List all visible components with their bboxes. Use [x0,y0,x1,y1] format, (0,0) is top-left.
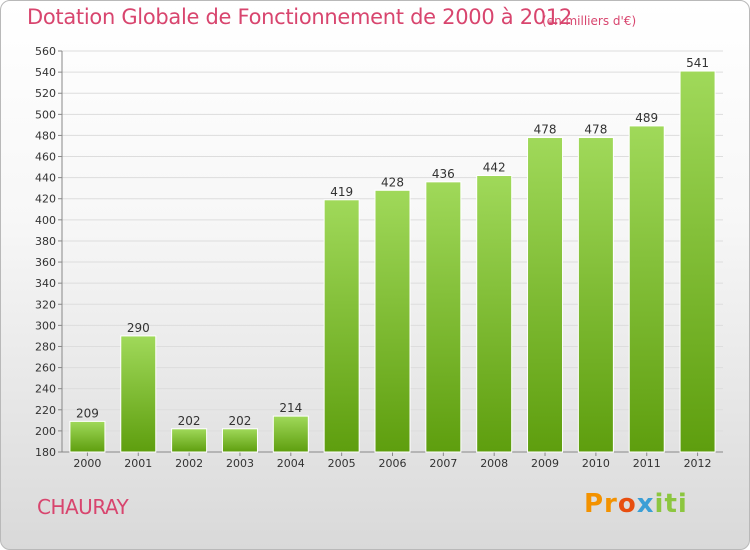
bar-2001 [120,335,157,453]
x-tick-label-2007: 2007 [429,457,457,470]
data-label-2011: 489 [635,111,658,125]
y-tick-label: 220 [35,404,56,417]
data-label-2004: 214 [279,401,302,415]
y-tick-label: 460 [35,151,56,164]
x-tick-label-2008: 2008 [480,457,508,470]
y-tick-label: 340 [35,277,56,290]
y-tick-label: 380 [35,235,56,248]
y-tick-label: 320 [35,298,56,311]
bar-2000 [69,420,106,453]
data-label-2012: 541 [686,56,709,70]
chart-unit: (en milliers d'€) [542,14,637,28]
y-tick-label: 420 [35,193,56,206]
y-tick-label: 300 [35,319,56,332]
y-tick-label: 180 [35,446,56,459]
y-tick-label: 240 [35,383,56,396]
y-tick-label: 260 [35,362,56,375]
y-tick-label: 480 [35,129,56,142]
x-tick-label-2009: 2009 [531,457,559,470]
data-label-2010: 478 [584,123,607,137]
x-tick-label-2003: 2003 [226,457,254,470]
bar-2003 [221,428,258,453]
data-label-2005: 419 [330,185,353,199]
data-label-2009: 478 [534,123,557,137]
y-tick-label: 280 [35,340,56,353]
bar-2010 [577,137,614,453]
data-label-2000: 209 [76,406,99,420]
y-tick-label: 400 [35,214,56,227]
x-tick-label-2012: 2012 [684,457,712,470]
data-label-2008: 442 [483,161,506,175]
bar-2012 [679,70,716,453]
y-tick-label: 500 [35,108,56,121]
x-tick-label-2005: 2005 [328,457,356,470]
bar-2007 [425,181,462,453]
bar-2009 [527,137,564,453]
x-tick-label-2010: 2010 [582,457,610,470]
y-tick-label: 540 [35,66,56,79]
y-tick-label: 360 [35,256,56,269]
data-label-2003: 202 [229,414,252,428]
proxiti-logo: Proxiti [584,489,688,519]
x-tick-label-2002: 2002 [175,457,203,470]
bar-2011 [628,125,665,453]
data-label-2006: 428 [381,175,404,189]
x-tick-label-2001: 2001 [124,457,152,470]
y-tick-label: 520 [35,87,56,100]
bar-2002 [171,428,208,453]
x-tick-label-2004: 2004 [277,457,305,470]
x-tick-label-2006: 2006 [379,457,407,470]
data-label-2007: 436 [432,167,455,181]
bar-2006 [374,189,411,453]
data-label-2001: 290 [127,321,150,335]
chart-title: Dotation Globale de Fonctionnement de 20… [27,5,572,29]
y-tick-label: 440 [35,172,56,185]
data-label-2002: 202 [178,414,201,428]
y-tick-label: 200 [35,425,56,438]
commune-name: CHAURAY [37,495,129,519]
y-tick-label: 560 [35,45,56,58]
x-tick-label-2011: 2011 [633,457,661,470]
x-tick-label-2000: 2000 [73,457,101,470]
bar-2005 [323,199,360,453]
bar-2004 [272,415,309,453]
bar-2008 [476,175,513,453]
